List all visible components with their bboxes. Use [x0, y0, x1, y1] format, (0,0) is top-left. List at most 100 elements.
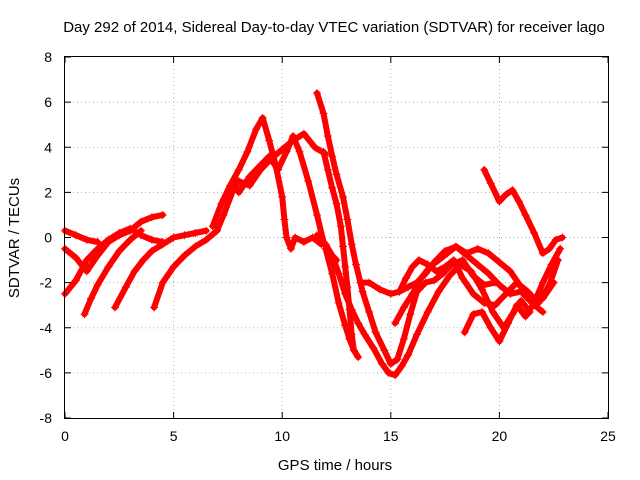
data-point — [423, 307, 432, 316]
data-point — [443, 249, 452, 258]
data-point — [480, 298, 489, 307]
data-point — [473, 244, 482, 253]
data-point — [110, 303, 119, 312]
data-point — [310, 143, 319, 152]
data-point — [328, 152, 337, 161]
data-point — [299, 129, 308, 138]
data-point — [512, 301, 521, 310]
data-point — [545, 244, 554, 253]
data-point — [343, 283, 352, 292]
data-point — [397, 362, 406, 371]
data-point — [286, 244, 295, 253]
data-point — [375, 285, 384, 294]
axis-ticks — [64, 56, 609, 419]
y-tick-label: 0 — [44, 230, 52, 246]
data-series — [61, 89, 567, 380]
data-point — [478, 307, 487, 316]
data-point — [339, 242, 348, 251]
y-tick-label: 2 — [44, 184, 52, 200]
data-point — [478, 285, 487, 294]
data-point — [82, 235, 91, 244]
data-point — [538, 307, 547, 316]
data-point — [71, 276, 80, 285]
data-point — [202, 226, 211, 235]
data-point — [217, 199, 226, 208]
series-line — [112, 227, 210, 311]
data-point — [213, 226, 222, 235]
data-point — [458, 274, 467, 283]
series-track-16 — [460, 244, 565, 346]
data-point — [147, 235, 156, 244]
data-point — [504, 319, 513, 328]
data-point — [501, 289, 510, 298]
data-point — [158, 210, 167, 219]
data-point — [530, 298, 539, 307]
data-point — [412, 330, 421, 339]
data-point — [491, 301, 500, 310]
chart-title: Day 292 of 2014, Sidereal Day-to-day VTE… — [63, 19, 605, 36]
data-point — [180, 231, 189, 240]
data-point — [538, 249, 547, 258]
data-point — [191, 228, 200, 237]
data-point — [538, 278, 547, 287]
y-tick-label: 8 — [44, 49, 52, 65]
data-point — [289, 131, 298, 140]
series-track-3 — [61, 226, 102, 247]
data-point — [291, 233, 300, 242]
data-point — [126, 224, 135, 233]
data-point — [93, 244, 102, 253]
x-axis-label: GPS time / hours — [278, 457, 392, 474]
data-point — [358, 287, 367, 296]
plot-frame — [64, 56, 609, 419]
data-point — [399, 303, 408, 312]
data-point — [341, 262, 350, 271]
data-point — [282, 147, 291, 156]
data-point — [393, 355, 402, 364]
data-point — [530, 228, 539, 237]
y-tick-label: -4 — [40, 320, 53, 336]
data-point — [451, 242, 460, 251]
data-point — [354, 319, 363, 328]
data-point — [169, 262, 178, 271]
data-point — [226, 181, 235, 190]
data-point — [415, 256, 424, 265]
data-point — [467, 267, 476, 276]
data-point — [449, 256, 458, 265]
data-point — [434, 256, 443, 265]
data-point — [328, 269, 337, 278]
data-point — [137, 226, 146, 235]
data-point — [347, 240, 356, 249]
x-tick-label: 15 — [383, 428, 399, 444]
data-point — [278, 192, 287, 201]
data-point — [349, 346, 358, 355]
data-point — [80, 310, 89, 319]
data-point — [245, 172, 254, 181]
x-tick-label: 25 — [600, 428, 616, 444]
data-point — [158, 278, 167, 287]
series-track-4 — [80, 226, 146, 319]
data-point — [391, 319, 400, 328]
x-tick-label: 20 — [492, 428, 508, 444]
data-point — [104, 262, 113, 271]
data-point — [512, 278, 521, 287]
data-point — [345, 305, 354, 314]
x-tick-label: 5 — [170, 428, 178, 444]
data-point — [486, 323, 495, 332]
data-point — [147, 213, 156, 222]
data-point — [360, 330, 369, 339]
data-point — [469, 310, 478, 319]
data-point — [295, 147, 304, 156]
data-point — [71, 253, 80, 262]
data-point — [495, 337, 504, 346]
data-point — [523, 287, 532, 296]
data-point — [356, 278, 365, 287]
y-tick-label: -6 — [40, 365, 53, 381]
data-point — [365, 278, 374, 287]
data-point — [371, 328, 380, 337]
data-point — [71, 231, 80, 240]
data-point — [506, 267, 515, 276]
data-point — [299, 238, 308, 247]
data-point — [545, 280, 554, 289]
data-point — [180, 251, 189, 260]
data-point — [469, 289, 478, 298]
